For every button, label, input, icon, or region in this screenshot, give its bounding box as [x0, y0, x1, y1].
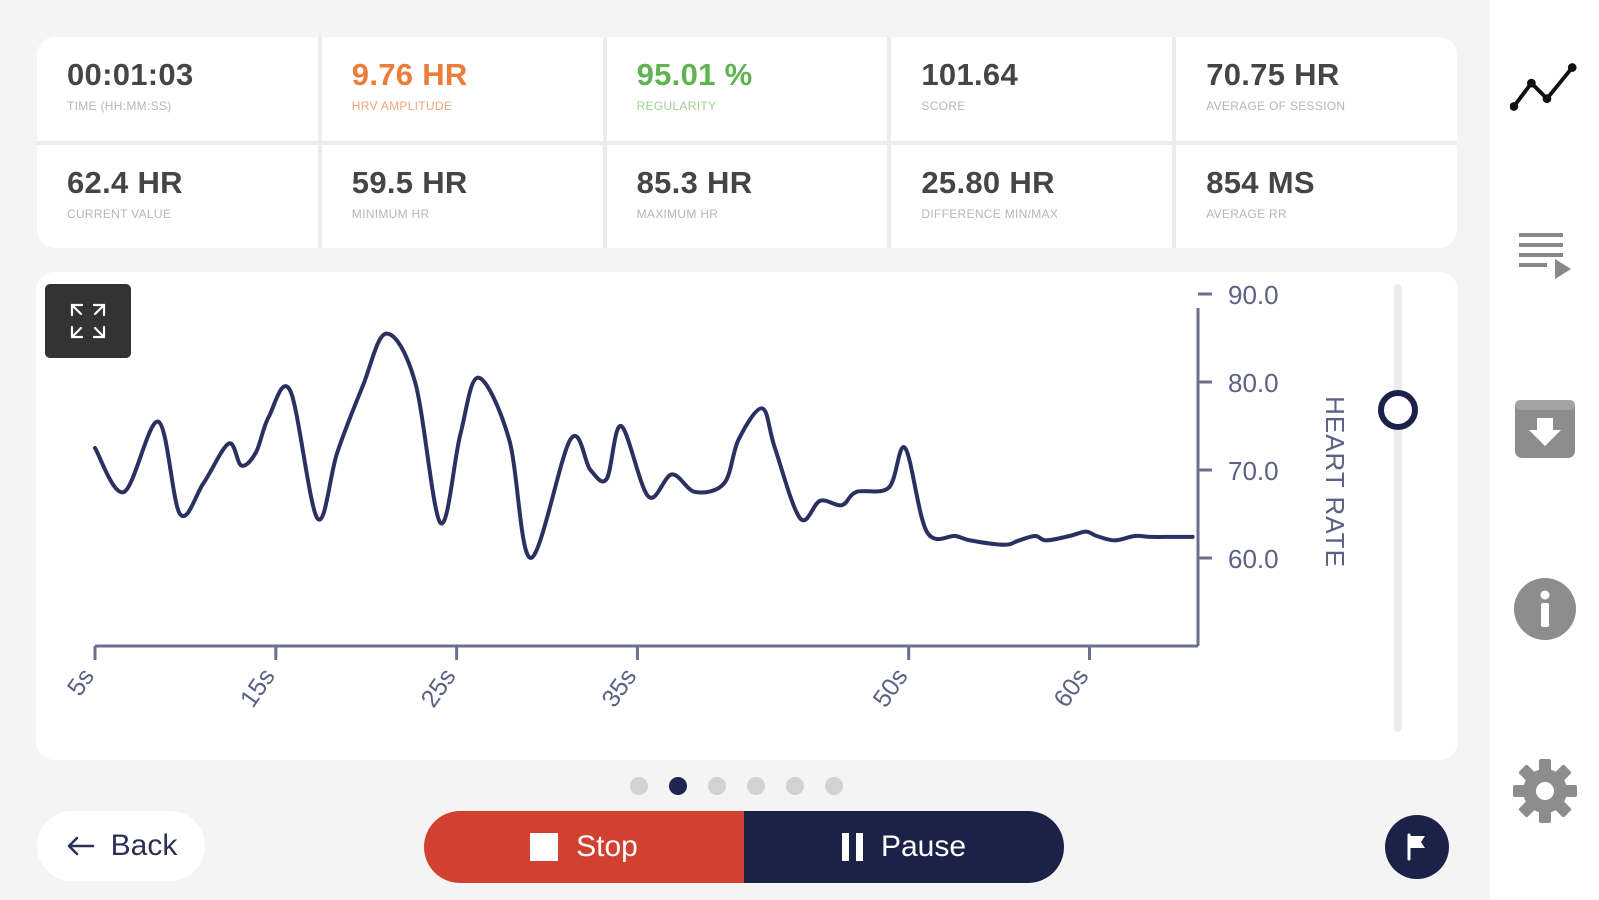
stat-value: 25.80 HR [921, 164, 1055, 200]
stat-cell: 00:01:03 TIME (HH:MM:SS) [37, 37, 318, 141]
pause-label: Pause [880, 830, 967, 863]
page-dot[interactable] [630, 777, 648, 795]
x-tick-label: 35s [596, 663, 642, 712]
slider-handle[interactable] [1378, 390, 1418, 430]
main-area: 00:01:03 TIME (HH:MM:SS) 9.76 HR HRV AMPLIT… [36, 37, 1458, 883]
stat-label: REGULARITY [636, 99, 717, 113]
sidebar [1490, 0, 1599, 900]
stop-icon [530, 833, 559, 861]
stat-label: TIME (HH:MM:SS) [67, 99, 172, 113]
y-tick-label: 70.0 [1228, 456, 1279, 486]
y-tick-label: 60.0 [1228, 544, 1279, 574]
back-label: Back [110, 829, 178, 862]
stop-label: Stop [576, 830, 638, 863]
page-dot[interactable] [747, 777, 765, 795]
stat-label: CURRENT VALUE [67, 206, 172, 221]
pause-icon [841, 833, 863, 861]
y-tick-label: 90.0 [1228, 280, 1279, 310]
session-controls: Stop Pause [424, 811, 1064, 883]
info-icon[interactable] [1510, 574, 1580, 644]
stop-button[interactable]: Stop [424, 811, 744, 883]
stat-value: 85.3 HR [636, 164, 753, 200]
download-icon[interactable] [1510, 393, 1580, 463]
stats-grid: 00:01:03 TIME (HH:MM:SS) 9.76 HR HRV AMPLIT… [37, 37, 1457, 248]
x-tick-label: 15s [235, 663, 281, 712]
stat-cell: 854 MS AVERAGE RR [1176, 144, 1457, 248]
flag-button[interactable] [1385, 815, 1449, 879]
chart-line-icon[interactable] [1510, 52, 1580, 122]
stat-cell: 25.80 HR DIFFERENCE MIN/MAX [891, 144, 1173, 248]
stat-cell: 62.4 HR CURRENT VALUE [37, 144, 318, 248]
stat-value: 9.76 HR [351, 57, 468, 92]
expand-icon [70, 303, 106, 339]
stat-value: 59.5 HR [351, 164, 468, 200]
page-indicator [630, 777, 843, 797]
stat-label: AVERAGE RR [1206, 206, 1287, 221]
stat-cell: 95.01 % REGULARITY [606, 37, 888, 141]
stat-cell: 70.75 HR AVERAGE OF SESSION [1176, 37, 1457, 141]
stat-value: 62.4 HR [67, 164, 183, 200]
stat-value: 854 MS [1206, 164, 1315, 200]
chart-card: 90.0 80.0 70.0 60.0 5s 15s 25s 35s 50s 60s HEART R… [36, 272, 1458, 760]
page-dot[interactable] [786, 777, 804, 795]
x-tick-label: 50s [868, 663, 914, 712]
playlist-icon[interactable] [1510, 218, 1580, 288]
stat-label: DIFFERENCE MIN/MAX [921, 206, 1059, 221]
settings-icon[interactable] [1510, 756, 1580, 826]
back-button[interactable]: Back [37, 811, 205, 881]
stat-cell: 101.64 SCORE [891, 37, 1173, 141]
stat-label: AVERAGE OF SESSION [1206, 99, 1346, 113]
x-tick-label: 60s [1048, 663, 1094, 712]
stat-value: 101.64 [921, 57, 1019, 92]
flag-icon [1407, 833, 1425, 861]
stat-cell: 9.76 HR HRV AMPLITUDE [321, 37, 603, 141]
stat-cell: 85.3 HR MAXIMUM HR [606, 144, 888, 248]
stat-value: 95.01 % [636, 57, 753, 92]
stat-value: 70.75 HR [1206, 57, 1340, 92]
page-dot[interactable] [708, 777, 726, 795]
page-dot[interactable] [669, 777, 687, 795]
stat-label: SCORE [921, 99, 966, 113]
series-line [93, 331, 1195, 560]
page-dot[interactable] [825, 777, 843, 795]
stat-label: MINIMUM HR [351, 206, 430, 221]
y-axis-label: HEART RATE [1320, 396, 1350, 568]
stat-label: MAXIMUM HR [636, 206, 719, 221]
heart-rate-chart: 90.0 80.0 70.0 60.0 5s 15s 25s 35s 50s 60s HEART R… [62, 280, 1418, 732]
x-tick-label: 5s [62, 663, 100, 701]
expand-button[interactable] [45, 284, 131, 358]
stat-value: 00:01:03 [67, 57, 194, 92]
arrow-left-icon [67, 836, 94, 856]
y-tick-label: 80.0 [1228, 368, 1279, 398]
x-tick-label: 25s [415, 663, 461, 712]
pause-button[interactable]: Pause [744, 811, 1064, 883]
stat-cell: 59.5 HR MINIMUM HR [321, 144, 603, 248]
stat-label: HRV AMPLITUDE [351, 99, 453, 113]
